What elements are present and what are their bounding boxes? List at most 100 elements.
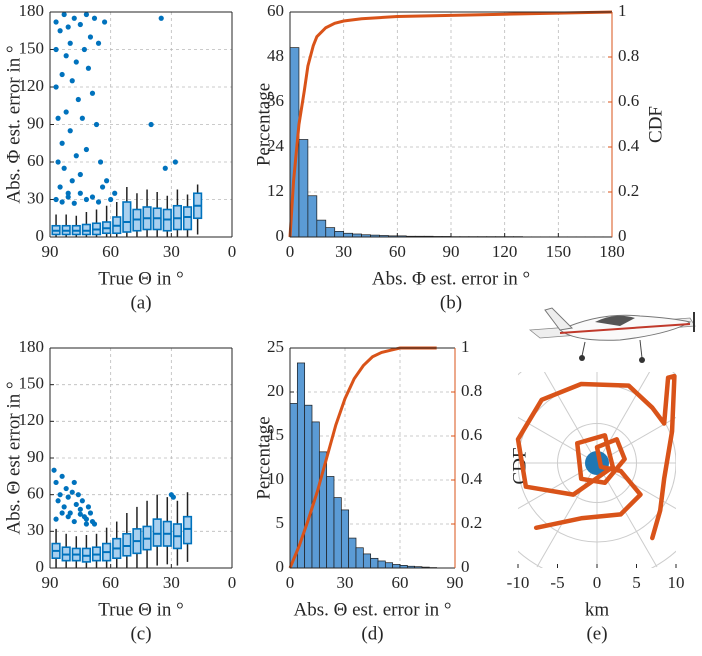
x-tick-label: 30 bbox=[163, 242, 180, 261]
outlier bbox=[69, 178, 75, 184]
outlier bbox=[162, 165, 168, 171]
x-tick-label: 60 bbox=[392, 573, 409, 592]
x-tick-label: 150 bbox=[546, 242, 572, 261]
outlier bbox=[53, 84, 59, 90]
y-tick-label: 60 bbox=[27, 151, 44, 170]
outlier bbox=[63, 53, 69, 59]
bar bbox=[343, 232, 353, 238]
x-tick-label: 90 bbox=[42, 573, 59, 592]
y2-tick-label: 0.6 bbox=[461, 425, 482, 444]
x-axis-label: Abs. Θ est. error in ° bbox=[294, 599, 452, 620]
x-tick-label: 0 bbox=[228, 242, 237, 261]
outlier bbox=[85, 504, 92, 510]
y-tick-label: 30 bbox=[27, 520, 44, 539]
outlier bbox=[77, 21, 83, 28]
outlier bbox=[89, 194, 96, 200]
bar bbox=[316, 219, 327, 238]
x-axis-label: Abs. Φ est. error in ° bbox=[372, 268, 530, 289]
y-tick-label: 12 bbox=[267, 181, 284, 200]
bar bbox=[326, 476, 335, 569]
outlier bbox=[71, 15, 77, 21]
y-tick-label: 0 bbox=[276, 226, 285, 245]
outlier bbox=[170, 494, 176, 500]
bar bbox=[289, 403, 298, 569]
outlier bbox=[63, 485, 69, 492]
outlier bbox=[65, 194, 71, 200]
bar bbox=[377, 560, 386, 569]
bar bbox=[384, 562, 394, 569]
outlier bbox=[55, 159, 61, 165]
bar bbox=[298, 139, 309, 238]
x-tick-label: 10 bbox=[668, 573, 685, 592]
outlier bbox=[55, 115, 61, 121]
y-tick-label: 180 bbox=[19, 337, 45, 356]
outlier bbox=[97, 159, 104, 165]
track bbox=[515, 373, 677, 541]
caption: (b) bbox=[440, 292, 462, 313]
outlier bbox=[83, 516, 89, 522]
outlier bbox=[57, 28, 63, 34]
panel: 0 30 60 90 120 150 1800122436486000.20.40.60.8… bbox=[253, 1, 666, 313]
y2-tick-label: 0.2 bbox=[461, 513, 482, 532]
x-tick-label: 0 bbox=[286, 242, 295, 261]
outlier bbox=[99, 184, 106, 190]
bar bbox=[348, 537, 357, 569]
bar bbox=[304, 404, 313, 569]
y-axis-label: Percentage bbox=[253, 416, 274, 499]
outlier bbox=[53, 19, 59, 25]
outlier bbox=[61, 165, 67, 171]
x-tick-label: 90 bbox=[447, 573, 464, 592]
y-tick-label: 20 bbox=[267, 381, 284, 400]
y-axis-label: Percentage bbox=[253, 83, 274, 166]
y-tick-label: 5 bbox=[276, 513, 285, 532]
outlier bbox=[69, 78, 75, 84]
y2-tick-label: 0.4 bbox=[618, 136, 640, 155]
outlier bbox=[83, 196, 89, 203]
outlier bbox=[67, 128, 73, 134]
x-tick-label: 180 bbox=[599, 242, 625, 261]
outlier bbox=[61, 504, 67, 510]
outlier bbox=[69, 489, 75, 495]
y-tick-label: 120 bbox=[19, 410, 45, 429]
caption: (d) bbox=[361, 623, 383, 644]
outlier bbox=[91, 15, 98, 21]
y-tick-label: 48 bbox=[267, 46, 284, 65]
outlier bbox=[67, 40, 73, 46]
y-tick-label: 90 bbox=[27, 113, 44, 132]
outlier bbox=[57, 184, 63, 190]
x-tick-label: 0 bbox=[286, 573, 295, 592]
outlier bbox=[108, 196, 114, 203]
panel: 90 60 30 0 0 30 60 90 120 150 180 Abs. Θ est error … bbox=[3, 337, 236, 644]
outlier bbox=[71, 479, 77, 486]
y-tick-label: 30 bbox=[27, 188, 44, 207]
x-tick-label: 60 bbox=[102, 242, 119, 261]
box bbox=[122, 532, 132, 557]
outlier bbox=[104, 178, 110, 184]
outlier bbox=[77, 511, 83, 517]
outlier bbox=[77, 171, 83, 178]
y2-tick-label: 0.4 bbox=[461, 469, 483, 488]
outlier bbox=[87, 34, 94, 40]
caption: (c) bbox=[130, 623, 151, 644]
x-tick-label: 30 bbox=[335, 242, 352, 261]
outlier bbox=[61, 11, 67, 18]
outlier bbox=[85, 65, 92, 71]
x-tick-label: 0 bbox=[593, 573, 602, 592]
x-tick-label: 30 bbox=[163, 573, 180, 592]
outlier bbox=[53, 479, 59, 486]
outlier bbox=[57, 492, 63, 498]
bar bbox=[340, 509, 350, 569]
y-tick-label: 0 bbox=[276, 557, 285, 576]
box bbox=[182, 515, 193, 545]
outlier bbox=[102, 19, 108, 25]
bar bbox=[334, 231, 345, 238]
outlier bbox=[59, 199, 65, 205]
y-tick-label: 60 bbox=[27, 484, 44, 503]
outlier bbox=[59, 71, 65, 78]
outlier bbox=[53, 516, 59, 522]
x-tick-label: 90 bbox=[42, 242, 59, 261]
bar bbox=[355, 547, 364, 569]
outlier bbox=[65, 494, 71, 500]
outlier bbox=[79, 498, 85, 504]
